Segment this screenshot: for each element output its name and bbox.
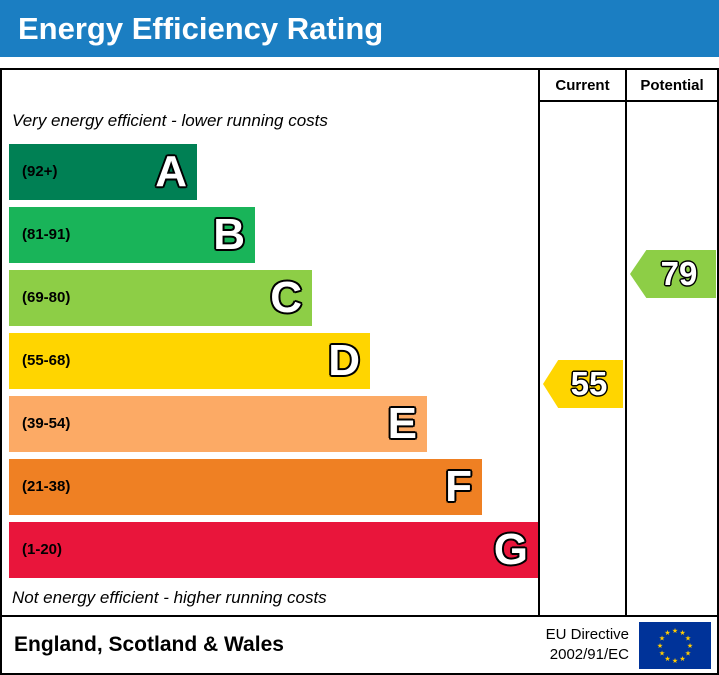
band-row-d: (55-68) D	[2, 329, 538, 392]
band-letter: B	[213, 209, 245, 259]
svg-text:★: ★	[679, 629, 685, 637]
band-range-label: (39-54)	[22, 415, 71, 432]
bands: (92+) A (81-91) B (69-80) C (55-68) D (39-54) E (2…	[2, 140, 538, 581]
band-range-label: (55-68)	[22, 352, 71, 369]
svg-text:★: ★	[657, 642, 663, 650]
band-bar-f: (21-38) F	[9, 458, 482, 515]
svg-text:★: ★	[672, 657, 678, 665]
svg-text:★: ★	[687, 642, 693, 650]
current-value: 55	[570, 365, 608, 402]
svg-text:★: ★	[685, 634, 691, 642]
current-column: Current 55	[538, 70, 625, 615]
eu-flag-icon: ★ ★ ★ ★ ★ ★ ★ ★ ★ ★ ★ ★	[639, 621, 711, 669]
footer: England, Scotland & Wales EU Directive 2…	[2, 615, 717, 673]
band-letter: G	[493, 524, 528, 574]
potential-column: Potential 79	[625, 70, 717, 615]
chart-box: Very energy efficient - lower running co…	[0, 68, 719, 675]
band-bar-a: (92+) A	[9, 143, 197, 200]
eu-directive-label: EU Directive 2002/91/EC	[546, 625, 629, 666]
band-bar-g: (1-20) G	[9, 521, 538, 578]
svg-text:★: ★	[659, 634, 665, 642]
band-bar-e: (39-54) E	[9, 395, 427, 452]
band-range-label: (81-91)	[22, 226, 71, 243]
svg-text:★: ★	[659, 649, 665, 657]
band-range-label: (92+)	[22, 163, 58, 180]
band-bar-c: (69-80) C	[9, 269, 312, 326]
svg-text:★: ★	[679, 655, 685, 663]
band-letter: E	[387, 398, 417, 448]
eu-directive-line2: 2002/91/EC	[549, 646, 629, 663]
page-title: Energy Efficiency Rating	[0, 0, 719, 57]
band-bar-d: (55-68) D	[9, 332, 370, 389]
top-note: Very energy efficient - lower running co…	[12, 111, 328, 130]
svg-text:★: ★	[664, 655, 670, 663]
potential-column-header: Potential	[627, 70, 717, 102]
band-row-b: (81-91) B	[2, 203, 538, 266]
band-bar-b: (81-91) B	[9, 206, 255, 263]
potential-column-body: 79	[627, 102, 717, 615]
band-letter: F	[445, 461, 472, 511]
eu-directive-line1: EU Directive	[545, 625, 629, 643]
bottom-note: Not energy efficient - higher running co…	[12, 588, 327, 607]
svg-text:★: ★	[664, 629, 670, 637]
band-letter: D	[328, 335, 360, 385]
band-row-c: (69-80) C	[2, 266, 538, 329]
band-letter: A	[155, 146, 187, 196]
current-column-body: 55	[540, 102, 625, 615]
band-row-a: (92+) A	[2, 140, 538, 203]
band-row-f: (21-38) F	[2, 455, 538, 518]
potential-arrow: 79	[630, 250, 716, 298]
region-label: England, Scotland & Wales	[14, 633, 284, 656]
bands-column: Very energy efficient - lower running co…	[2, 70, 538, 615]
band-range-label: (69-80)	[22, 289, 71, 306]
band-row-g: (1-20) G	[2, 518, 538, 581]
chart-grid: Very energy efficient - lower running co…	[2, 70, 717, 615]
band-letter: C	[270, 272, 302, 322]
potential-value: 79	[660, 255, 698, 292]
band-row-e: (39-54) E	[2, 392, 538, 455]
svg-text:★: ★	[685, 649, 691, 657]
current-column-header: Current	[540, 70, 625, 102]
svg-text:★: ★	[672, 627, 678, 635]
current-arrow: 55	[543, 360, 623, 408]
band-range-label: (1-20)	[22, 541, 63, 558]
band-range-label: (21-38)	[22, 478, 71, 495]
